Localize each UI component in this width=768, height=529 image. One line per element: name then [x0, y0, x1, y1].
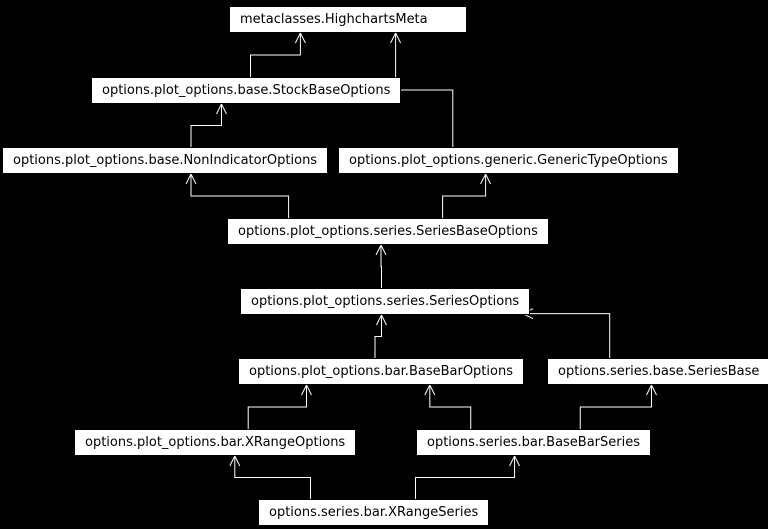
edge	[416, 456, 515, 499]
node-label: options.series.base.SeriesBase	[558, 364, 759, 379]
node-base-bar-series: options.series.bar.BaseBarSeries	[416, 429, 651, 456]
edge	[396, 33, 453, 147]
node-base-bar-options: options.plot_options.bar.BaseBarOptions	[238, 358, 524, 385]
node-stock-base-options: options.plot_options.base.StockBaseOptio…	[91, 77, 401, 104]
node-label: options.plot_options.series.SeriesBaseOp…	[238, 224, 538, 239]
edge	[251, 33, 301, 77]
node-non-indicator-options: options.plot_options.base.NonIndicatorOp…	[2, 147, 328, 174]
edge	[375, 315, 382, 358]
node-label: options.plot_options.base.NonIndicatorOp…	[13, 153, 317, 168]
node-label: metaclasses.HighchartsMeta	[240, 12, 428, 27]
node-label: options.plot_options.generic.GenericType…	[349, 153, 668, 168]
diagram-stage: metaclasses.HighchartsMeta options.plot_…	[0, 0, 768, 529]
edge	[248, 385, 306, 429]
node-label: options.series.bar.XRangeSeries	[269, 505, 478, 520]
node-label: options.plot_options.bar.XRangeOptions	[85, 435, 345, 450]
edge	[580, 385, 651, 429]
node-series-base: options.series.base.SeriesBase	[547, 358, 768, 385]
edge	[523, 314, 610, 358]
edge	[191, 174, 289, 218]
edge	[381, 245, 382, 288]
node-label: options.plot_options.series.SeriesOption…	[251, 294, 519, 309]
node-xrange-options: options.plot_options.bar.XRangeOptions	[74, 429, 356, 456]
node-series-options: options.plot_options.series.SeriesOption…	[240, 288, 530, 315]
node-label: options.plot_options.base.StockBaseOptio…	[102, 83, 390, 98]
node-highcharts-meta: metaclasses.HighchartsMeta	[229, 6, 467, 33]
node-generic-type-options: options.plot_options.generic.GenericType…	[338, 147, 679, 174]
node-series-base-options: options.plot_options.series.SeriesBaseOp…	[227, 218, 549, 245]
edge	[191, 104, 222, 147]
node-label: options.plot_options.bar.BaseBarOptions	[249, 364, 513, 379]
edge	[430, 385, 471, 429]
edge	[443, 174, 486, 218]
edge	[235, 456, 311, 499]
node-label: options.series.bar.BaseBarSeries	[427, 435, 640, 450]
node-xrange-series: options.series.bar.XRangeSeries	[258, 499, 489, 526]
